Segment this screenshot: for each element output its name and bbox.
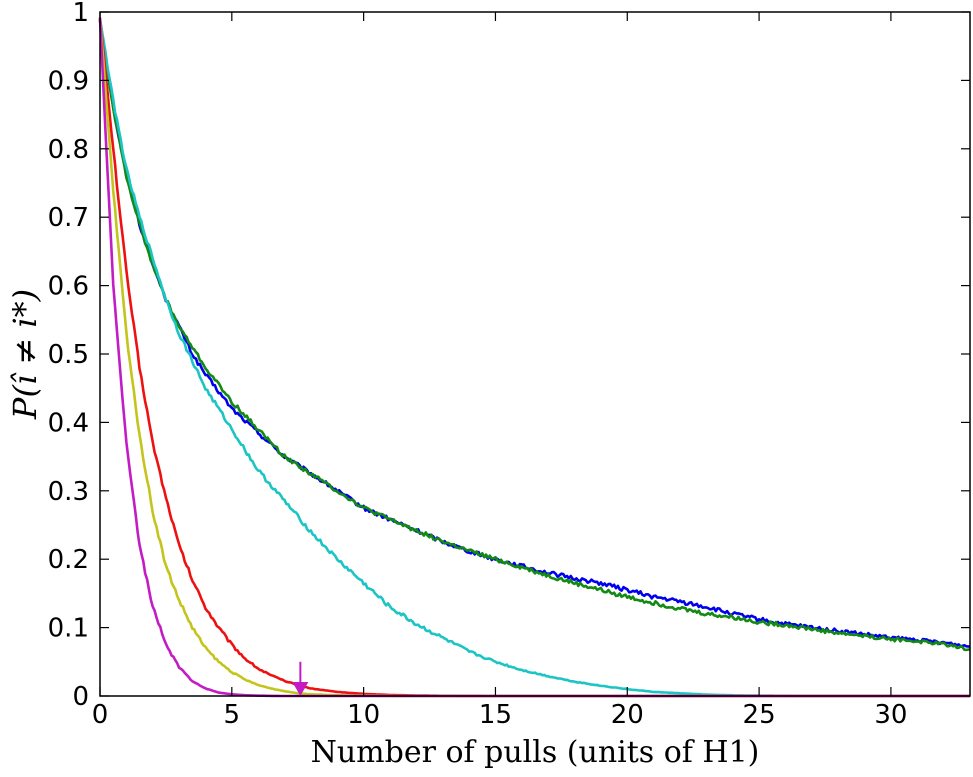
y-tick-label: 1 <box>72 0 89 28</box>
x-tick-label: 0 <box>92 700 109 730</box>
y-tick-label: 0.4 <box>48 408 89 438</box>
plot-background <box>100 12 970 696</box>
x-tick-label: 5 <box>224 700 241 730</box>
plot-area <box>100 12 970 696</box>
y-tick-label: 0.5 <box>48 340 89 370</box>
x-tick-label: 15 <box>479 700 512 730</box>
x-tick-label: 25 <box>743 700 776 730</box>
x-tick-label: 20 <box>611 700 644 730</box>
x-axis-ticks: 0 5 10 15 20 25 30 <box>92 12 907 730</box>
series-line-2 <box>98 19 971 652</box>
y-tick-label: 0.8 <box>48 135 89 165</box>
y-tick-label: 0 <box>72 682 89 712</box>
y-axis-ticks: 0 0.1 0.2 0.3 0.4 0.5 0.6 0.7 0.8 0.9 1 <box>48 0 970 712</box>
annotation-layer <box>292 661 309 696</box>
annotation-arrow-head <box>292 682 309 696</box>
y-tick-label: 0.2 <box>48 545 89 575</box>
y-tick-label: 0.7 <box>48 203 89 233</box>
x-tick-label: 30 <box>874 700 907 730</box>
x-axis-label: Number of pulls (units of H1) <box>311 735 760 770</box>
y-tick-label: 0.9 <box>48 66 89 96</box>
y-tick-label: 0.3 <box>48 477 89 507</box>
y-tick-label: 0.6 <box>48 272 89 302</box>
y-axis-label: P(î ≠ i*) <box>6 289 44 420</box>
x-tick-label: 10 <box>347 700 380 730</box>
y-tick-label: 0.1 <box>48 614 89 644</box>
